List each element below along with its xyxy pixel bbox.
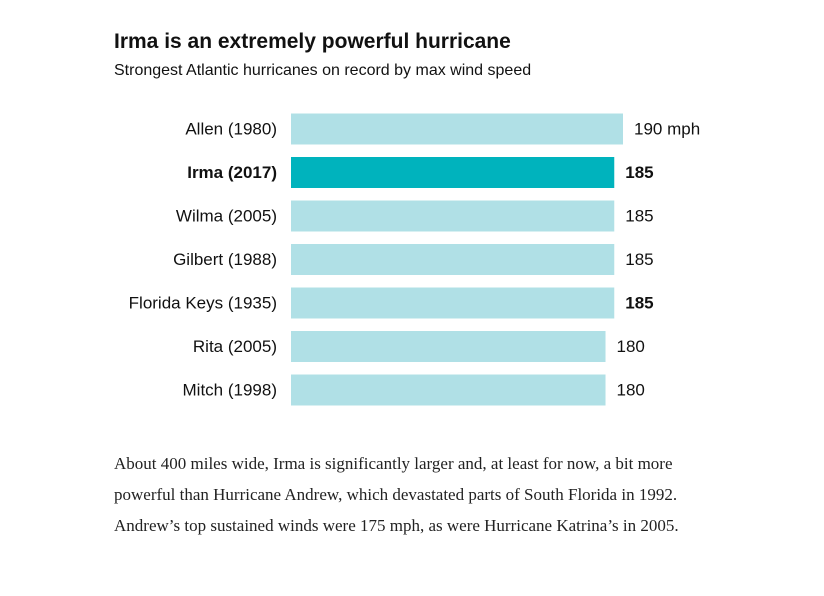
bar-mitch-1998: [291, 374, 606, 406]
chart-title: Irma is an extremely powerful hurricane: [114, 30, 511, 53]
value-label-wilma-2005: 185: [625, 207, 653, 226]
bar-chart: Allen (1980) 190 mph Irma (2017) 185 Wilma (…: [129, 113, 700, 406]
value-label-irma-2017: 185: [625, 163, 653, 182]
category-label-florida-keys-1935: Florida Keys (1935): [129, 294, 277, 313]
category-label-gilbert-1988: Gilbert (1988): [173, 250, 277, 269]
value-label-rita-2005: 180: [617, 337, 645, 356]
article-paragraph: About 400 miles wide, Irma is significan…: [114, 454, 679, 535]
bar-gilbert-1988: [291, 244, 615, 275]
bar-allen-1980: [291, 113, 623, 145]
bar-irma-2017: [291, 157, 615, 188]
bar-rita-2005: [291, 331, 606, 362]
value-label-allen-1980: 190 mph: [634, 120, 700, 139]
bar-wilma-2005: [291, 200, 615, 232]
value-label-mitch-1998: 180: [617, 381, 645, 400]
category-label-mitch-1998: Mitch (1998): [183, 381, 277, 400]
category-label-wilma-2005: Wilma (2005): [176, 207, 277, 226]
category-label-allen-1980: Allen (1980): [185, 120, 277, 139]
value-label-gilbert-1988: 185: [625, 250, 653, 269]
chart-subtitle: Strongest Atlantic hurricanes on record …: [114, 62, 532, 79]
category-label-rita-2005: Rita (2005): [193, 337, 277, 356]
bar-florida-keys-1935: [291, 287, 615, 319]
value-label-florida-keys-1935: 185: [625, 294, 653, 313]
category-label-irma-2017: Irma (2017): [187, 163, 277, 182]
